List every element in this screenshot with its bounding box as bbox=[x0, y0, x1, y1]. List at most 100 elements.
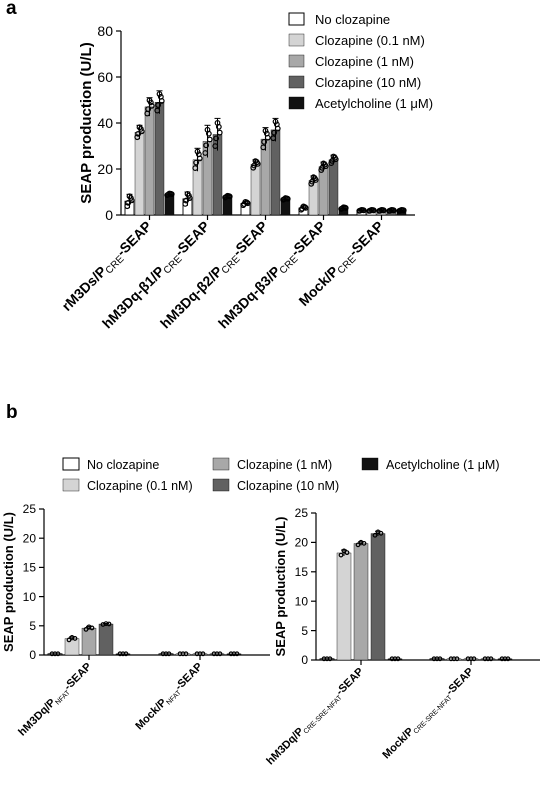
data-point bbox=[377, 207, 384, 214]
data-point bbox=[69, 634, 75, 640]
data-point bbox=[270, 135, 277, 142]
data-point bbox=[355, 542, 361, 548]
y-tick-label: 15 bbox=[295, 565, 309, 579]
legend-swatch bbox=[288, 96, 305, 110]
data-point bbox=[387, 207, 394, 214]
x-tick-label-tail: -SEAP bbox=[173, 661, 205, 693]
data-point bbox=[66, 637, 72, 643]
bar bbox=[446, 658, 462, 661]
data-point bbox=[202, 150, 209, 156]
data-point bbox=[339, 205, 346, 212]
data-point bbox=[216, 129, 223, 136]
y-tick-label: 60 bbox=[97, 69, 113, 85]
x-tick-label-sub: CRE-SRE-NFAT bbox=[413, 694, 455, 736]
data-point bbox=[271, 129, 278, 136]
legend-label: Clozapine (10 nM) bbox=[237, 479, 339, 493]
x-tick-label: hM3Dq-β3/PCRE-SEAP bbox=[215, 218, 331, 334]
data-point bbox=[397, 207, 404, 214]
data-point bbox=[137, 125, 144, 132]
data-point bbox=[182, 200, 189, 207]
bar bbox=[158, 653, 174, 656]
legend-swatch bbox=[288, 75, 305, 89]
bar bbox=[353, 543, 369, 661]
data-point bbox=[389, 207, 396, 213]
y-tick-label: 5 bbox=[29, 619, 36, 633]
data-point bbox=[331, 154, 338, 161]
bar bbox=[81, 627, 97, 656]
x-tick-label-main: hM3Dq/P bbox=[264, 726, 306, 768]
data-point bbox=[262, 127, 269, 134]
data-point bbox=[375, 529, 381, 535]
data-point bbox=[214, 651, 220, 657]
x-tick-label-tail: -SEAP bbox=[334, 666, 366, 698]
x-tick-label-main: Mock/P bbox=[295, 263, 341, 309]
data-point bbox=[123, 651, 129, 657]
data-point bbox=[185, 192, 192, 199]
data-point bbox=[451, 656, 457, 662]
data-point bbox=[485, 656, 491, 662]
data-point bbox=[253, 159, 260, 166]
bar bbox=[336, 552, 352, 661]
panel-label-b: b bbox=[6, 402, 18, 423]
legend-label: Clozapine (10 nM) bbox=[315, 75, 421, 90]
data-point bbox=[389, 656, 395, 662]
data-point bbox=[392, 656, 398, 662]
data-point bbox=[225, 193, 232, 199]
data-point bbox=[358, 539, 364, 545]
bar bbox=[154, 102, 165, 216]
data-point bbox=[183, 197, 190, 204]
data-point bbox=[134, 134, 141, 141]
data-point bbox=[357, 207, 364, 214]
data-point bbox=[156, 91, 163, 97]
panel-label-a: a bbox=[6, 0, 17, 19]
data-point bbox=[499, 656, 505, 662]
data-point bbox=[321, 161, 328, 168]
data-point bbox=[228, 651, 234, 657]
data-point bbox=[321, 656, 327, 662]
y-axis-label: SEAP production (U/L) bbox=[1, 512, 16, 652]
bar bbox=[480, 658, 496, 661]
data-point bbox=[263, 130, 270, 137]
data-point bbox=[260, 144, 267, 151]
bar bbox=[497, 658, 513, 661]
data-point bbox=[200, 651, 206, 657]
data-point bbox=[502, 656, 508, 662]
data-point bbox=[194, 148, 201, 155]
y-tick-label: 20 bbox=[295, 536, 309, 550]
data-point bbox=[367, 207, 374, 214]
data-point bbox=[301, 204, 308, 210]
x-tick-label: hM3Dq/PCRE-SRE-NFAT-SEAP bbox=[264, 666, 367, 769]
data-point bbox=[369, 207, 376, 213]
data-point bbox=[434, 656, 440, 662]
data-point bbox=[52, 651, 58, 657]
data-point bbox=[83, 626, 89, 632]
legend-swatch bbox=[361, 457, 379, 471]
y-tick-label: 40 bbox=[97, 115, 113, 131]
data-point bbox=[160, 651, 166, 657]
bar bbox=[98, 623, 114, 656]
x-tick-label: hM3Dq-β1/PCRE-SEAP bbox=[99, 218, 215, 334]
data-point bbox=[125, 199, 132, 206]
legend-swatch bbox=[212, 457, 230, 471]
legend-label: Acetylcholine (1 μM) bbox=[315, 96, 433, 111]
x-tick-label-tail: -SEAP bbox=[287, 218, 329, 260]
data-point bbox=[166, 651, 172, 657]
legend-label: Clozapine (1 nM) bbox=[237, 458, 332, 472]
data-point bbox=[167, 190, 174, 197]
data-point bbox=[192, 165, 199, 171]
data-point bbox=[243, 199, 250, 206]
data-point bbox=[231, 651, 237, 657]
bar bbox=[144, 106, 155, 216]
legend-label: No clozapine bbox=[87, 458, 159, 472]
x-tick-label-main: rM3Ds/P bbox=[58, 263, 109, 314]
y-tick-label: 10 bbox=[295, 594, 309, 608]
bar bbox=[318, 166, 329, 216]
data-point bbox=[482, 656, 488, 662]
data-point bbox=[338, 552, 344, 558]
bar bbox=[250, 164, 261, 216]
x-tick-label-sub: CRE-SRE-NFAT bbox=[303, 694, 345, 736]
legend-swatch bbox=[62, 478, 80, 492]
bar bbox=[429, 658, 445, 661]
x-tick-label-tail: -SEAP bbox=[171, 218, 213, 260]
